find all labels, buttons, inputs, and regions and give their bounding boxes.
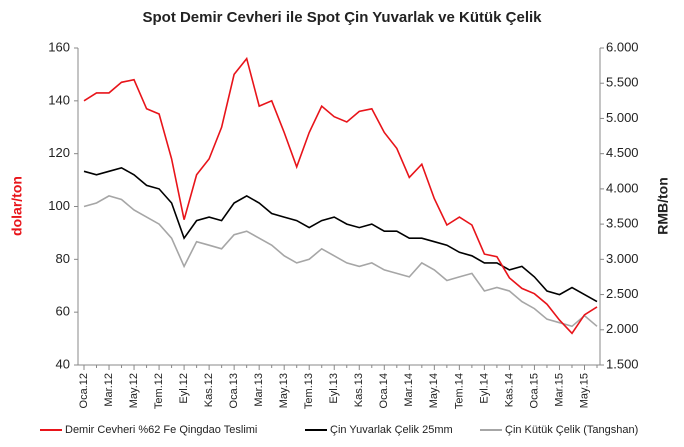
- x-tick-label: Kas.14: [503, 373, 515, 407]
- y-tick-label: 80: [56, 251, 70, 266]
- x-tick-label: Mar.15: [553, 373, 565, 407]
- x-tick-label: Tem.14: [453, 373, 465, 409]
- y2-tick-label: 5.000: [606, 110, 639, 125]
- y2-tick-label: 3.500: [606, 216, 639, 231]
- y2-tick-label: 2.500: [606, 286, 639, 301]
- x-tick-label: May.13: [278, 373, 290, 408]
- x-tick-label: Oca.15: [528, 373, 540, 408]
- y2-tick-label: 2.000: [606, 321, 639, 336]
- y2-tick-label: 4.500: [606, 145, 639, 160]
- y-tick-label: 40: [56, 356, 70, 371]
- y-tick-label: 140: [48, 92, 70, 107]
- legend-label: Çin Yuvarlak Çelik 25mm: [330, 424, 453, 436]
- series-line: [83, 166, 598, 303]
- x-tick-label: Oca.14: [378, 373, 390, 408]
- y2-tick-label: 4.000: [606, 180, 639, 195]
- y-tick-label: 100: [48, 198, 70, 213]
- legend-label: Çin Kütük Çelik (Tangshan): [505, 424, 638, 436]
- chart-title: Spot Demir Cevheri ile Spot Çin Yuvarlak…: [142, 9, 542, 26]
- x-tick-label: Mar.13: [253, 373, 265, 407]
- x-tick-label: Oca.12: [78, 373, 90, 408]
- series-line: [83, 56, 598, 335]
- y2-tick-label: 1.500: [606, 356, 639, 371]
- y-axis-label: dolar/ton: [9, 176, 25, 236]
- x-tick-label: Eyl.12: [178, 373, 190, 404]
- x-tick-label: Tem.13: [303, 373, 315, 409]
- y-tick-label: 160: [48, 39, 70, 54]
- legend-label: Demir Cevheri %62 Fe Qingdao Teslimi: [65, 424, 257, 436]
- x-tick-label: Kas.13: [353, 373, 365, 407]
- y2-tick-label: 6.000: [606, 39, 639, 54]
- x-tick-label: May.15: [578, 373, 590, 408]
- y-tick-label: 120: [48, 145, 70, 160]
- x-tick-label: May.14: [428, 373, 440, 408]
- x-tick-label: Tem.12: [153, 373, 165, 409]
- series-line: [83, 195, 598, 328]
- x-tick-label: Oca.13: [228, 373, 240, 408]
- x-tick-label: Eyl.14: [478, 373, 490, 404]
- x-tick-label: Eyl.13: [328, 373, 340, 404]
- x-tick-label: Mar.14: [403, 373, 415, 407]
- y2-axis-label: RMB/ton: [655, 177, 671, 235]
- x-tick-label: Kas.12: [203, 373, 215, 407]
- y2-tick-label: 3.000: [606, 251, 639, 266]
- x-tick-label: May.12: [128, 373, 140, 408]
- y-tick-label: 60: [56, 304, 70, 319]
- y2-tick-label: 5.500: [606, 75, 639, 90]
- x-tick-label: Mar.12: [103, 373, 115, 407]
